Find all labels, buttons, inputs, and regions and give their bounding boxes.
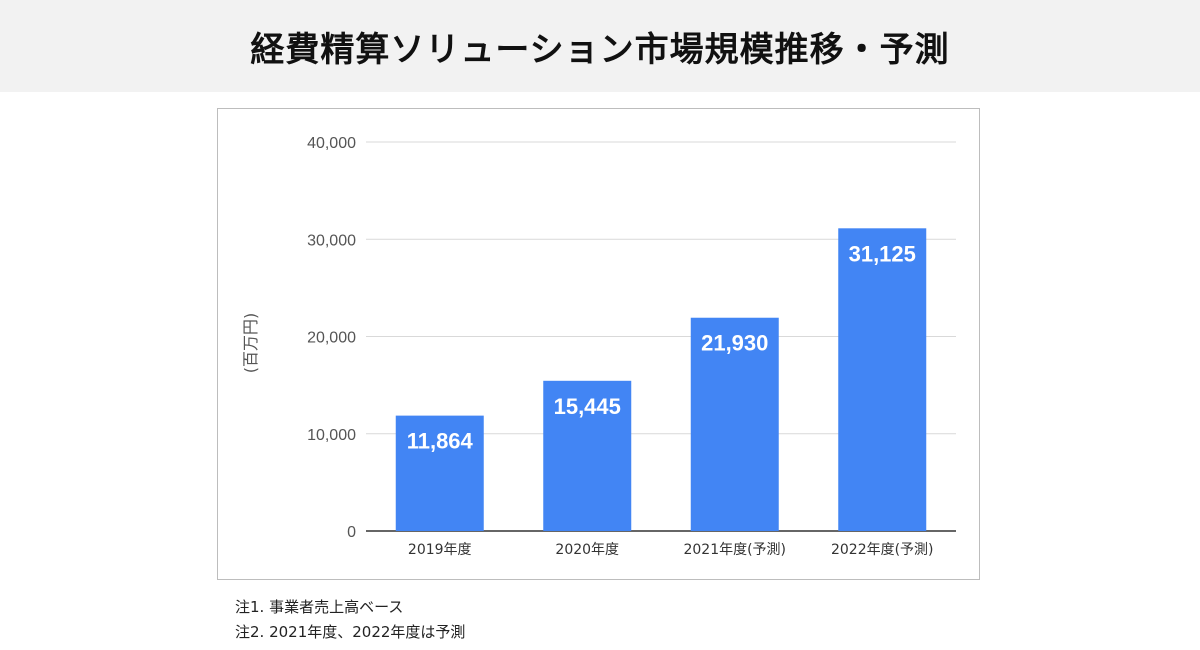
- y-tick-label: 40,000: [307, 135, 356, 152]
- bar-value-label: 21,930: [701, 331, 768, 356]
- bar: [838, 228, 927, 531]
- y-tick-label: 20,000: [307, 330, 356, 347]
- bar-value-label: 11,864: [407, 429, 474, 454]
- bar-chart: 0 10,000 20,000 30,000 40,000 11,864 2019年度 15,…: [241, 135, 956, 558]
- page-title: 経費精算ソリューション市場規模推移・予測: [250, 29, 950, 70]
- bar-value-label: 15,445: [554, 394, 621, 419]
- bar-layer: [395, 228, 927, 531]
- bar-value-label: 31,125: [849, 241, 916, 266]
- y-axis-title: (百万円): [241, 313, 260, 374]
- bar: [543, 380, 632, 531]
- title-banner: 経費精算ソリューション市場規模推移・予測: [0, 0, 1200, 92]
- x-tick-label: 2021年度(予測): [683, 542, 786, 558]
- x-tick-label: 2020年度: [555, 542, 619, 558]
- x-tick-label: 2019年度: [408, 542, 472, 558]
- y-tick-label: 10,000: [307, 427, 356, 444]
- bar: [395, 415, 484, 531]
- label-layer: 0 10,000 20,000 30,000 40,000 11,864 2019年度 15,…: [307, 135, 933, 558]
- footnote-2: 注2. 2021年度、2022年度は予測: [235, 623, 466, 641]
- bar: [690, 317, 779, 531]
- y-tick-label: 30,000: [307, 232, 356, 249]
- x-tick-label: 2022年度(予測): [831, 542, 934, 558]
- y-tick-label: 0: [347, 524, 356, 541]
- chart-frame: 0 10,000 20,000 30,000 40,000 11,864 2019年度 15,…: [217, 108, 980, 580]
- footnote-1: 注1. 事業者売上高ベース: [235, 598, 404, 616]
- footnotes: 注1. 事業者売上高ベース 注2. 2021年度、2022年度は予測: [235, 595, 465, 645]
